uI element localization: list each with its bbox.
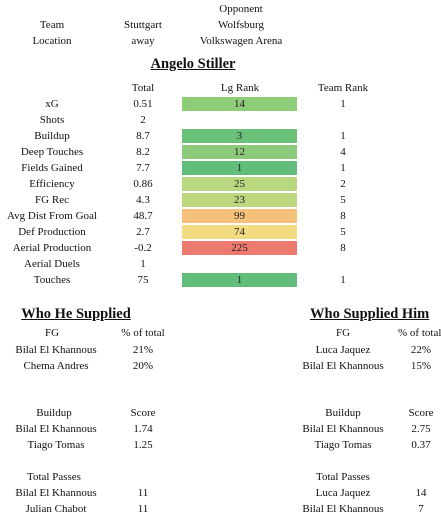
metric-lg-rank-cell: 74	[182, 225, 297, 239]
metric-label: FG Rec	[35, 194, 69, 206]
supplied-him-buildup-value: 2.75	[411, 423, 431, 435]
supplied-buildup-value: 1.25	[133, 439, 153, 451]
supplied-him-fg-value: 15%	[410, 360, 432, 372]
team-value: Stuttgart	[124, 19, 162, 31]
supplied-him-passes-name: Bilal El Khannous	[302, 503, 384, 515]
metric-team-rank: 5	[340, 226, 346, 238]
supplied-him-fg-header: FG	[335, 327, 351, 339]
supplied-buildup-name: Bilal El Khannous	[15, 423, 97, 435]
supplied-him-passes-value: 14	[415, 487, 427, 499]
metric-total: 2	[140, 114, 146, 126]
metric-total: 75	[137, 274, 149, 286]
opponent-venue: Volkswagen Arena	[199, 35, 283, 47]
supplied-him-buildup-value: 0.37	[411, 439, 431, 451]
supplied-buildup-name: Tiago Tomas	[27, 439, 85, 451]
supplied-him-fg-value: 22%	[410, 344, 432, 356]
supplied-him-buildup-name: Bilal El Khannous	[302, 423, 384, 435]
supplied-passes-name: Bilal El Khannous	[15, 487, 97, 499]
metric-lg-rank-cell: 23	[182, 193, 297, 207]
metric-team-rank: 1	[340, 130, 346, 142]
metric-label: Efficiency	[29, 178, 75, 190]
metric-lg-rank-cell: 3	[182, 129, 297, 143]
metric-label: Aerial Duels	[24, 258, 80, 270]
supplied-him-passes-name: Luca Jaquez	[315, 487, 371, 499]
supplied-fg-name: Chema Andres	[23, 360, 89, 372]
supplied-title: Who He Supplied	[21, 306, 131, 322]
supplied-fg-header: FG	[44, 327, 60, 339]
metric-label: Avg Dist From Goal	[7, 210, 97, 222]
metric-total: 0.86	[133, 178, 153, 190]
metric-total: 8.7	[136, 130, 150, 142]
metric-lg-rank-cell: 12	[182, 145, 297, 159]
opponent-label: Opponent	[219, 3, 263, 15]
supplied-pct-header: % of total	[121, 327, 165, 339]
col-lg-rank: Lg Rank	[220, 82, 260, 94]
supplied-passes-name: Julian Chabot	[25, 503, 87, 515]
metric-team-rank: 1	[340, 274, 346, 286]
metric-team-rank: 1	[340, 98, 346, 110]
opponent-team: Wolfsburg	[218, 19, 264, 31]
metric-lg-rank-cell: 1	[182, 161, 297, 175]
metric-team-rank: 2	[340, 178, 346, 190]
metric-total: -0.2	[134, 242, 152, 254]
metric-total: 2.7	[136, 226, 150, 238]
location-label: Location	[32, 35, 72, 47]
supplied-fg-name: Bilal El Khannous	[15, 344, 97, 356]
supplied-him-title: Who Supplied Him	[310, 306, 430, 322]
supplied-him-passes-value: 7	[418, 503, 424, 515]
supplied-passes-value: 11	[137, 503, 149, 515]
supplied-passes-value: 11	[137, 487, 149, 499]
supplied-passes-header: Total Passes	[27, 471, 81, 483]
col-total: Total	[131, 82, 155, 94]
metric-label: xG	[45, 98, 59, 110]
top-mark-left: -	[54, 0, 58, 5]
metric-label: Fields Gained	[21, 162, 83, 174]
metric-total: 7.7	[136, 162, 150, 174]
supplied-him-buildup-name: Tiago Tomas	[314, 439, 372, 451]
metric-lg-rank-cell: 225	[182, 241, 297, 255]
metric-label: Touches	[33, 274, 71, 286]
supplied-fg-value: 20%	[132, 360, 154, 372]
metric-total: 8.2	[136, 146, 150, 158]
metric-lg-rank-cell: 99	[182, 209, 297, 223]
supplied-score-header: Score	[130, 407, 156, 419]
metric-total: 4.3	[136, 194, 150, 206]
supplied-him-score-header: Score	[408, 407, 434, 419]
metric-team-rank: 8	[340, 242, 346, 254]
metric-total: 0.51	[133, 98, 153, 110]
supplied-buildup-value: 1.74	[133, 423, 153, 435]
metric-team-rank: 1	[340, 162, 346, 174]
metric-label: Aerial Production	[12, 242, 92, 254]
col-team-rank: Team Rank	[317, 82, 369, 94]
top-mark-right: -	[144, 0, 148, 5]
metric-total: 48.7	[133, 210, 153, 222]
metric-label: Deep Touches	[20, 146, 84, 158]
location-value: away	[131, 35, 155, 47]
metric-label: Shots	[39, 114, 65, 126]
supplied-him-fg-name: Bilal El Khannous	[302, 360, 384, 372]
supplied-fg-value: 21%	[132, 344, 154, 356]
supplied-buildup-header: Buildup	[36, 407, 72, 419]
player-name: Angelo Stiller	[150, 56, 236, 72]
metric-lg-rank-cell: 14	[182, 97, 297, 111]
metric-label: Def Production	[18, 226, 86, 238]
metric-total: 1	[140, 258, 146, 270]
metric-team-rank: 5	[340, 194, 346, 206]
metric-lg-rank-cell: 25	[182, 177, 297, 191]
supplied-him-buildup-header: Buildup	[325, 407, 361, 419]
supplied-him-pct-header: % of total	[398, 327, 441, 339]
metric-team-rank: 4	[340, 146, 346, 158]
supplied-him-fg-name: Luca Jaquez	[315, 344, 371, 356]
metric-lg-rank-cell: 1	[182, 273, 297, 287]
supplied-him-passes-header: Total Passes	[316, 471, 370, 483]
metric-label: Buildup	[34, 130, 70, 142]
team-label: Team	[39, 19, 65, 31]
metric-team-rank: 8	[340, 210, 346, 222]
